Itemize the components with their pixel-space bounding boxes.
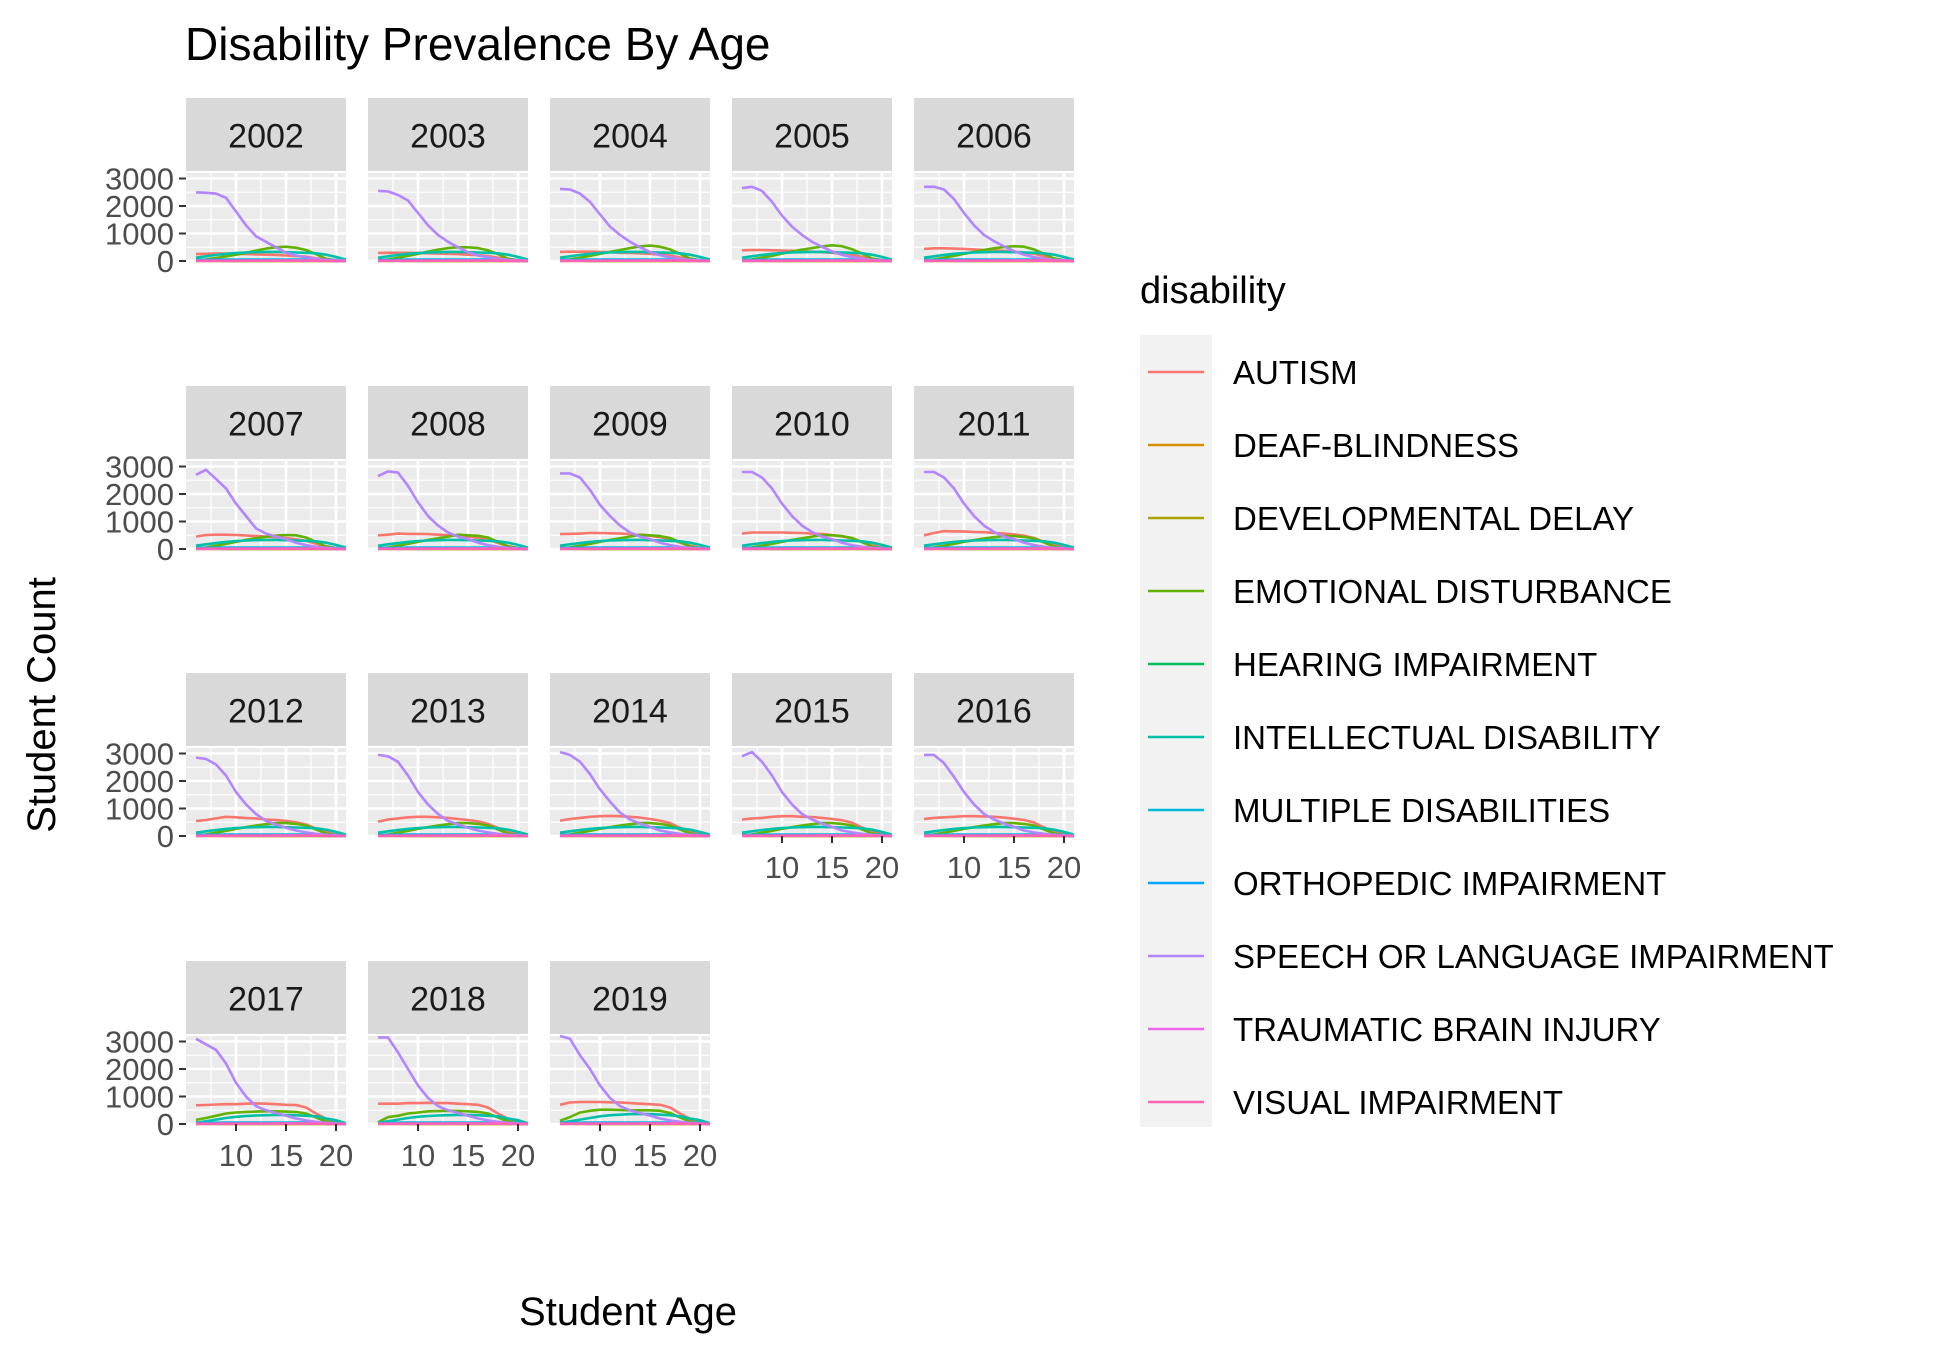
- x-tick-label: 15: [633, 1138, 667, 1173]
- facet-strip-label: 2004: [592, 118, 668, 156]
- legend-item-label: TRAUMATIC BRAIN INJURY: [1233, 1011, 1661, 1048]
- facet-panel-2010: 2010: [732, 386, 892, 549]
- legend-item-label: SPEECH OR LANGUAGE IMPAIRMENT: [1233, 938, 1834, 975]
- facet-strip-label: 2014: [592, 693, 668, 731]
- x-tick-label: 15: [815, 850, 849, 885]
- facet-strip-label: 2008: [410, 406, 486, 444]
- facet-strip-label: 2018: [410, 981, 486, 1019]
- facet-panel-2004: 2004: [550, 98, 710, 261]
- x-tick-label: 15: [451, 1138, 485, 1173]
- y-tick-label: 3000: [105, 1025, 174, 1060]
- legend-item-label: DEVELOPMENTAL DELAY: [1233, 500, 1634, 537]
- x-tick-label: 20: [1047, 850, 1081, 885]
- facet-strip-label: 2016: [956, 693, 1032, 731]
- facet-strip-label: 2012: [228, 693, 304, 731]
- x-tick-label: 10: [219, 1138, 253, 1173]
- x-tick-label: 10: [947, 850, 981, 885]
- facet-panel-2006: 2006: [914, 98, 1074, 261]
- chart-title: Disability Prevalence By Age: [185, 18, 771, 70]
- legend-title: disability: [1140, 270, 1286, 312]
- x-tick-label: 20: [501, 1138, 535, 1173]
- x-tick-label: 10: [765, 850, 799, 885]
- facet-strip-label: 2002: [228, 118, 304, 156]
- facet-strip-label: 2010: [774, 406, 850, 444]
- facet-panel-2013: 2013: [368, 673, 528, 836]
- facet-panel-2003: 2003: [368, 98, 528, 261]
- legend-item-label: ORTHOPEDIC IMPAIRMENT: [1233, 865, 1666, 902]
- facet-panel-2008: 2008: [368, 386, 528, 549]
- facet-strip-label: 2017: [228, 981, 304, 1019]
- facet-panel-2009: 2009: [550, 386, 710, 549]
- legend-item-label: AUTISM: [1233, 354, 1358, 391]
- x-tick-label: 10: [401, 1138, 435, 1173]
- facet-strip-label: 2013: [410, 693, 486, 731]
- legend-item-label: HEARING IMPAIRMENT: [1233, 646, 1597, 683]
- legend-key-background: [1140, 335, 1212, 1127]
- x-tick-label: 20: [865, 850, 899, 885]
- facet-strip-label: 2019: [592, 981, 668, 1019]
- legend-item-label: DEAF-BLINDNESS: [1233, 427, 1519, 464]
- facet-strip-label: 2015: [774, 693, 850, 731]
- x-tick-label: 15: [269, 1138, 303, 1173]
- x-axis-label: Student Age: [519, 1290, 737, 1334]
- facet-strip-label: 2009: [592, 406, 668, 444]
- legend-item-label: MULTIPLE DISABILITIES: [1233, 792, 1610, 829]
- facet-strip-label: 2006: [956, 118, 1032, 156]
- facet-strip-label: 2007: [228, 406, 304, 444]
- y-tick-label: 3000: [105, 450, 174, 485]
- facet-panel-2005: 2005: [732, 98, 892, 261]
- facet-strip-label: 2003: [410, 118, 486, 156]
- legend-item: SPEECH OR LANGUAGE IMPAIRMENT: [1148, 938, 1834, 975]
- x-tick-label: 20: [683, 1138, 717, 1173]
- x-tick-label: 10: [583, 1138, 617, 1173]
- y-tick-label: 3000: [105, 737, 174, 772]
- legend-item-label: EMOTIONAL DISTURBANCE: [1233, 573, 1672, 610]
- facet-panel-2014: 2014: [550, 673, 710, 836]
- y-axis-label: Student Count: [20, 577, 64, 833]
- y-tick-label: 3000: [105, 162, 174, 197]
- legend-item-label: INTELLECTUAL DISABILITY: [1233, 719, 1661, 756]
- facet-panel-2011: 2011: [914, 386, 1074, 549]
- x-tick-label: 20: [319, 1138, 353, 1173]
- x-tick-label: 15: [997, 850, 1031, 885]
- legend-item-label: VISUAL IMPAIRMENT: [1233, 1084, 1563, 1121]
- facet-strip-label: 2011: [957, 406, 1030, 444]
- facet-strip-label: 2005: [774, 118, 850, 156]
